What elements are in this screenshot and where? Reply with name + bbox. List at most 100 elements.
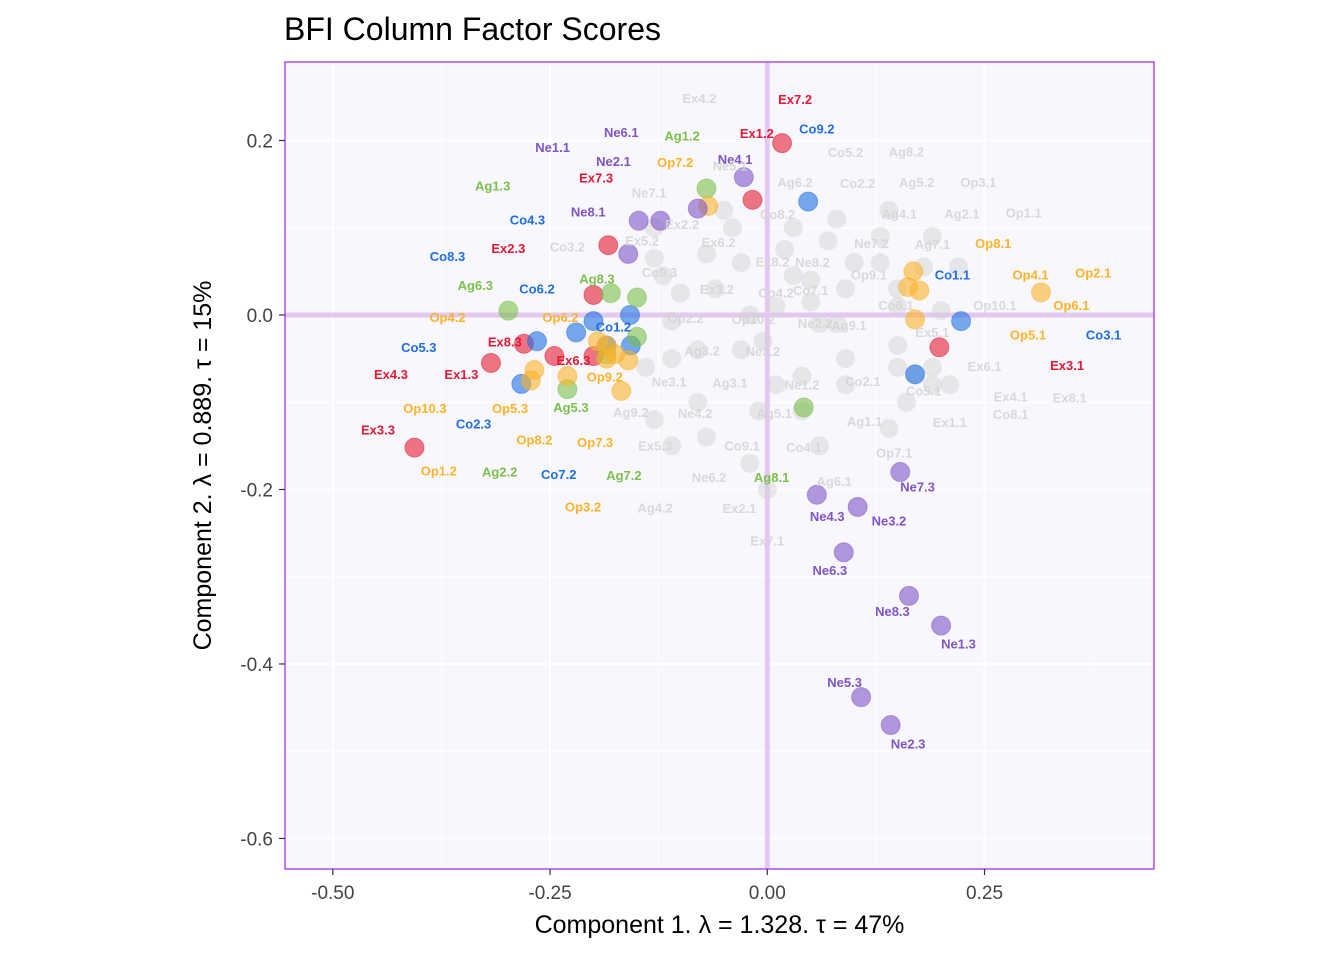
point-label: Ne5.1 <box>713 158 748 173</box>
point-label: Op10.3 <box>403 401 446 416</box>
point-label: Ag5.3 <box>553 400 588 415</box>
data-point <box>888 296 908 316</box>
point-label: Ne2.1 <box>596 154 631 169</box>
data-point <box>783 218 803 238</box>
point-label: Ex5.3 <box>638 438 672 453</box>
point-label: Ne1.1 <box>535 140 570 155</box>
data-point <box>626 326 647 347</box>
point-label: Ne6.3 <box>813 563 848 578</box>
point-label: Ex7.1 <box>750 533 784 548</box>
point-label: Ne7.2 <box>854 236 889 251</box>
data-point <box>772 133 793 154</box>
point-label: Ag7.1 <box>915 237 950 252</box>
point-label: Ne7.3 <box>900 479 935 494</box>
data-point <box>662 349 682 369</box>
data-point <box>836 279 856 299</box>
point-label: Co7.1 <box>793 283 828 298</box>
data-point <box>644 248 664 268</box>
point-label: Op8.2 <box>516 432 552 447</box>
y-tick-label: -0.4 <box>240 655 273 676</box>
data-point <box>618 243 639 264</box>
data-point <box>948 257 968 277</box>
point-label: Op7.1 <box>876 445 912 460</box>
data-point <box>888 336 908 356</box>
point-label: Op5.1 <box>1010 328 1046 343</box>
data-point <box>809 436 829 456</box>
data-point <box>757 479 777 499</box>
data-point <box>742 189 763 210</box>
point-label: Co2.2 <box>840 176 875 191</box>
data-point <box>792 366 812 386</box>
data-point <box>922 375 942 395</box>
point-label: Ex3.3 <box>361 423 395 438</box>
point-label: Co2.1 <box>845 374 880 389</box>
point-label: Ex7.2 <box>778 92 812 107</box>
point-label: Ex2.1 <box>722 501 756 516</box>
point-label: Ex7.3 <box>579 171 613 186</box>
point-label: Co5.2 <box>828 145 863 160</box>
data-point <box>929 337 950 358</box>
point-label: Ag1.1 <box>847 414 882 429</box>
point-label: Op3.2 <box>565 499 601 514</box>
point-label: Ne7.1 <box>632 185 667 200</box>
point-label: Ne4.1 <box>718 152 753 167</box>
data-point <box>766 375 786 395</box>
data-point <box>793 397 814 418</box>
data-point <box>733 167 754 188</box>
x-tick-label: 0.00 <box>749 883 786 904</box>
data-point <box>809 314 829 334</box>
point-label: Op2.2 <box>668 311 704 326</box>
point-label: Ex6.3 <box>557 353 591 368</box>
data-point <box>836 349 856 369</box>
y-axis: -0.6 -0.4 -0.2 0.0 0.2 <box>240 132 285 850</box>
data-point <box>905 309 926 330</box>
point-label: Ex1.1 <box>933 415 967 430</box>
point-label: Ex8.1 <box>1053 390 1087 405</box>
point-label: Co1.1 <box>935 267 970 282</box>
x-tick-label: 0.25 <box>966 883 1003 904</box>
point-label: Ag6.1 <box>817 474 852 489</box>
point-label: Ag1.2 <box>664 129 699 144</box>
point-label: Co3.1 <box>1086 328 1121 343</box>
point-label: Co5.1 <box>906 383 941 398</box>
point-label: Op6.2 <box>542 310 578 325</box>
origin-lines <box>285 62 1154 869</box>
y-axis-title: Component 2. λ = 0.889. τ = 15% <box>189 281 217 651</box>
data-point <box>898 277 919 298</box>
data-point <box>688 340 708 360</box>
data-point <box>731 340 751 360</box>
data-point <box>653 266 673 286</box>
data-point <box>836 375 856 395</box>
data-point <box>696 427 716 447</box>
point-label: Op9.1 <box>851 267 887 282</box>
data-point <box>827 209 847 229</box>
data-point <box>801 270 821 290</box>
data-point <box>890 462 911 483</box>
point-label: Op1.2 <box>421 464 457 479</box>
point-label: Ag6.3 <box>458 278 493 293</box>
data-point <box>740 305 760 325</box>
data-point <box>844 253 864 273</box>
data-point <box>1031 282 1052 303</box>
data-point <box>851 687 872 708</box>
point-label: Co4.1 <box>786 440 821 455</box>
data-point <box>827 314 847 334</box>
point-label: Ex8.2 <box>756 254 790 269</box>
point-label: Ne6.1 <box>604 125 639 140</box>
data-point <box>619 305 640 326</box>
point-label: Ne4.2 <box>678 406 713 421</box>
data-point <box>696 178 717 199</box>
data-point <box>731 253 751 273</box>
data-point <box>583 311 604 332</box>
x-axis-title: Component 1. λ = 1.328. τ = 47% <box>535 911 905 939</box>
point-label: Ne6.2 <box>692 470 727 485</box>
y-tick-label: 0.2 <box>247 132 273 153</box>
point-label: Ex3.2 <box>700 282 734 297</box>
point-label: Op7.2 <box>657 155 693 170</box>
data-point <box>833 542 854 563</box>
x-axis: -0.50 -0.25 0.00 0.25 <box>311 869 1003 904</box>
point-label: Ne4.3 <box>810 509 845 524</box>
data-point <box>557 366 578 387</box>
data-point <box>670 283 690 303</box>
